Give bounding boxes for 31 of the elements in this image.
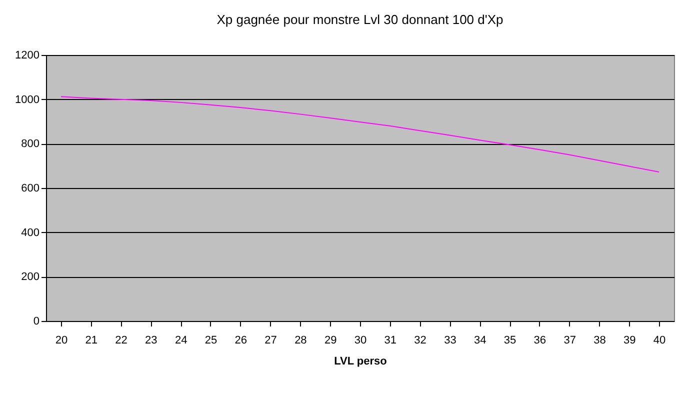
y-tick-label: 0 [33,316,40,328]
x-tick-label: 35 [504,334,516,346]
y-tick-label: 200 [21,271,40,284]
x-tick-label: 40 [653,334,666,346]
x-tick-label: 20 [55,334,68,346]
y-tick-label: 400 [21,226,40,239]
y-tick-label: 1200 [15,50,40,62]
y-tick-label: 800 [21,138,40,150]
x-tick-label: 39 [624,334,636,346]
x-axis-title: LVL perso [334,356,388,368]
chart-title: Xp gagnée pour monstre Lvl 30 donnant 100 d'Xp [216,12,504,27]
x-tick-label: 36 [534,334,546,346]
x-tick-label: 31 [384,334,397,346]
y-tick-label: 600 [21,182,40,194]
line-series [60,96,660,173]
x-tick-label: 30 [354,334,367,346]
y-tick-label: 1000 [15,94,40,106]
x-tick-label: 23 [145,334,158,346]
x-tick-label: 21 [85,334,98,346]
x-tick-label: 27 [264,334,277,346]
x-tick-label: 26 [234,334,248,346]
x-tick-label: 33 [444,334,456,346]
x-tick-label: 29 [324,334,337,346]
x-tick-label: 22 [115,334,128,346]
x-tick-label: 28 [294,334,307,346]
x-tick-label: 37 [564,334,576,346]
x-tick-label: 24 [174,334,188,346]
x-tick-label: 32 [414,334,426,346]
x-tick-label: 34 [474,334,486,346]
x-tick-label: 25 [204,334,218,346]
x-tick-label: 38 [594,334,606,346]
